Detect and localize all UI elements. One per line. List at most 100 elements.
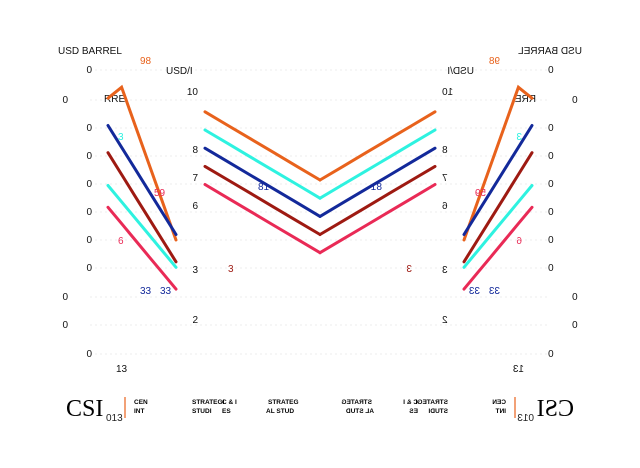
org-text-r8: AL STUD [346, 408, 374, 415]
left-ytick-b-3: 6 [192, 201, 198, 212]
org-text-r3: STRATEGI [415, 399, 448, 406]
org-text-7: STRATEG [268, 399, 299, 406]
right-series-a-0 [462, 84, 534, 242]
left-data-label-b-0: 81 [258, 182, 270, 193]
right-data-label-a-5: 13 [512, 364, 524, 375]
right-series-b-0 [318, 110, 437, 182]
right-data-label-a-0: 98 [488, 56, 500, 67]
left-data-label-a-2: 59 [154, 188, 166, 199]
right-data-label-b-2: 3 [406, 264, 412, 275]
left-series-b-1 [203, 128, 322, 200]
right-series-a-3 [462, 184, 534, 269]
right-ytick-7: 0 [548, 263, 554, 274]
right-ytick-0: 0 [548, 65, 554, 76]
left-data-label-a-1: 3 [118, 132, 124, 143]
right-series-b-2 [318, 146, 437, 218]
left-data-label-a-0: 98 [140, 56, 152, 67]
left-ytick-2: 0 [86, 123, 92, 134]
right-series-a-4 [462, 205, 534, 291]
mid-unit-label: USD/I [166, 66, 193, 77]
left-ytick-10: 0 [86, 349, 92, 360]
org-text-r7: STRATEG [341, 399, 372, 406]
org-text-r4: C & I [403, 399, 418, 406]
csi-logo-left: CSI [66, 396, 103, 422]
left-ytick-1: 0 [62, 95, 68, 106]
right-data-label-a-1: 3 [516, 132, 522, 143]
right-data-label-a-3: 6 [516, 236, 522, 247]
left-series-a-0 [106, 84, 178, 242]
org-text-r6: ES [409, 408, 418, 415]
right-data-label-b-0: 81 [370, 182, 382, 193]
right-ytick-b-4: 3 [442, 265, 448, 276]
right-ytick-b-5: 2 [442, 315, 448, 326]
left-series-b-4 [203, 183, 322, 255]
left-series-a-3 [106, 184, 178, 269]
left-series-b-3 [203, 164, 322, 236]
left-ytick-b-5: 2 [192, 315, 198, 326]
left-ytick-3: 0 [86, 151, 92, 162]
left-ylabel-fragment: RRE [104, 94, 125, 105]
left-series-b-0 [203, 110, 322, 182]
left-ytick-6: 0 [86, 235, 92, 246]
footer-branding: CSI 013 CEN INT STRATEGI C & I STUDI ES … [66, 396, 574, 424]
footer-mirror: CSI 013 CEN INT STRATEGI C & I STUDI ES … [341, 396, 574, 424]
right-ytick-b-2: 7 [442, 173, 448, 184]
csi-logo-right: CSI [537, 396, 574, 422]
left-series-a-4 [106, 205, 178, 291]
right-series-a-2 [462, 151, 534, 264]
org-text-r1: CEN [492, 399, 506, 406]
left-ytick-9: 0 [62, 320, 68, 331]
right-ytick-9: 0 [572, 320, 578, 331]
right-series-b-1 [318, 128, 437, 200]
org-text-1: CEN [134, 399, 148, 406]
right-ytick-10: 0 [548, 349, 554, 360]
left-ytick-4: 0 [86, 179, 92, 190]
left-series-a-2 [106, 151, 178, 264]
gridlines [90, 69, 550, 355]
right-ylabel-fragment: RRE [515, 94, 536, 105]
left-series-b-2 [203, 146, 322, 218]
left-ytick-7: 0 [86, 263, 92, 274]
right-chart-panel: USD BARREL RRE USD/I 0 0 0 0 0 0 0 0 0 0 0 10 8 7 6 3 2 9… [318, 46, 582, 375]
right-data-label-a-4: 33 [488, 286, 500, 297]
left-ytick-8: 0 [62, 292, 68, 303]
org-text-6: ES [222, 408, 231, 415]
right-ytick-6: 0 [548, 235, 554, 246]
left-data-label-b-1: 33 [160, 286, 172, 297]
org-text-8: AL STUD [266, 408, 294, 415]
right-unit-label: USD BARREL [518, 46, 582, 57]
org-text-4: C & I [222, 399, 237, 406]
left-unit-label: USD BARREL [58, 46, 122, 57]
org-text-r5: STUDI [428, 408, 448, 415]
right-ytick-1: 0 [572, 95, 578, 106]
left-series-a-1 [106, 124, 178, 236]
left-chart-panel: USD BARREL RRE USD/I 0 0 0 0 0 0 0 0 0 0 0 10 8 7 6 3 2 9… [58, 46, 322, 375]
right-ytick-b-3: 6 [442, 201, 448, 212]
left-ytick-5: 0 [86, 207, 92, 218]
org-text-r2: INT [496, 408, 507, 415]
right-ytick-8: 0 [572, 292, 578, 303]
left-data-label-a-4: 33 [140, 286, 152, 297]
right-ytick-b-0: 10 [442, 87, 454, 98]
left-ytick-b-1: 8 [192, 145, 198, 156]
right-ytick-b-1: 8 [442, 145, 448, 156]
left-ytick-b-2: 7 [192, 173, 198, 184]
right-ytick-2: 0 [548, 123, 554, 134]
right-ytick-5: 0 [548, 207, 554, 218]
mid-right-unit-label: USD/I [447, 66, 474, 77]
year-left: 013 [106, 413, 123, 424]
year-right: 013 [517, 413, 534, 424]
right-series-a-1 [462, 124, 534, 236]
left-ytick-b-0: 10 [187, 87, 199, 98]
right-data-label-b-1: 33 [468, 286, 480, 297]
left-ytick-0: 0 [86, 65, 92, 76]
left-data-label-b-2: 3 [228, 264, 234, 275]
right-data-label-a-2: 59 [474, 188, 486, 199]
org-text-3: STRATEGI [192, 399, 225, 406]
left-data-label-a-3: 6 [118, 236, 124, 247]
right-ytick-4: 0 [548, 179, 554, 190]
right-series-b-4 [318, 183, 437, 255]
org-text-2: INT [134, 408, 145, 415]
left-ytick-b-4: 3 [192, 265, 198, 276]
